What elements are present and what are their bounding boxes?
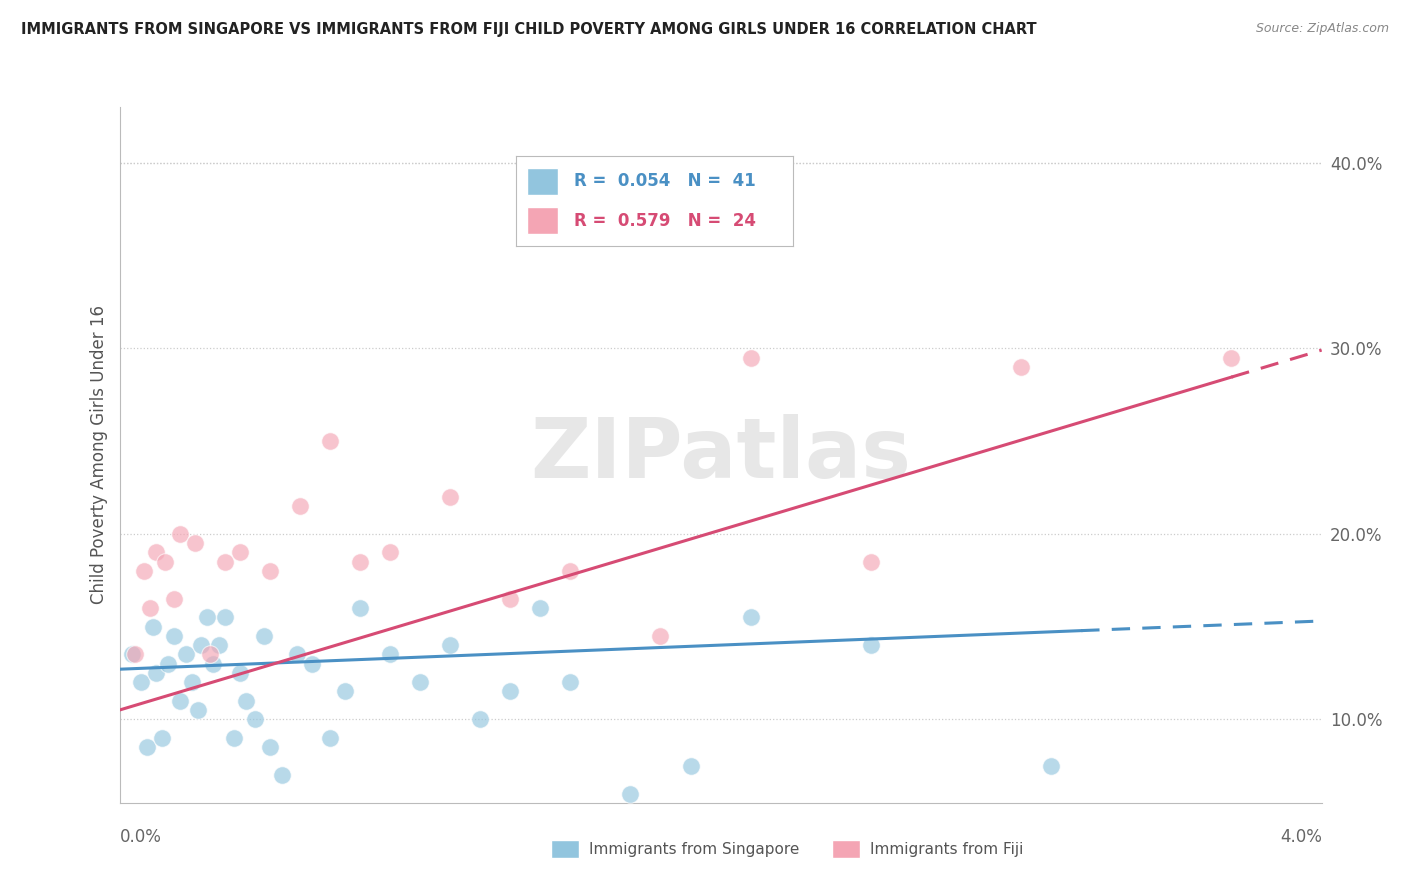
Point <box>243 712 266 726</box>
Text: 4.0%: 4.0% <box>1279 828 1322 846</box>
Point <box>208 638 231 652</box>
Point <box>259 564 281 578</box>
Point <box>499 684 522 698</box>
Point <box>214 610 236 624</box>
Point <box>439 490 461 504</box>
Text: Source: ZipAtlas.com: Source: ZipAtlas.com <box>1256 22 1389 36</box>
Text: ZIPatlas: ZIPatlas <box>530 415 911 495</box>
Text: R =  0.054   N =  41: R = 0.054 N = 41 <box>574 172 756 190</box>
Point <box>319 434 342 448</box>
Point <box>180 675 202 690</box>
Point <box>156 657 179 671</box>
Point <box>253 629 276 643</box>
Point <box>439 638 461 652</box>
Bar <box>527 207 558 235</box>
Point <box>319 731 342 745</box>
Point <box>132 564 155 578</box>
Point <box>285 648 308 662</box>
Point <box>499 591 522 606</box>
Point <box>859 555 882 569</box>
Point <box>679 758 702 772</box>
Point <box>198 648 221 662</box>
Point <box>1040 758 1063 772</box>
Point <box>183 536 205 550</box>
Point <box>301 657 323 671</box>
Point <box>153 555 176 569</box>
Point <box>259 740 281 755</box>
Point <box>129 675 152 690</box>
Point <box>349 555 371 569</box>
Text: 0.0%: 0.0% <box>120 828 162 846</box>
Point <box>333 684 356 698</box>
Point <box>228 665 252 680</box>
Text: Immigrants from Fiji: Immigrants from Fiji <box>870 842 1024 856</box>
Point <box>349 601 371 615</box>
Point <box>740 610 762 624</box>
Point <box>190 638 212 652</box>
Point <box>174 648 197 662</box>
Point <box>468 712 492 726</box>
Point <box>378 648 401 662</box>
Point <box>560 675 582 690</box>
Point <box>169 526 191 541</box>
Point <box>228 545 252 559</box>
Point <box>222 731 245 745</box>
Point <box>169 694 191 708</box>
Point <box>121 648 143 662</box>
Point <box>288 499 311 513</box>
Point <box>145 545 167 559</box>
Point <box>214 555 236 569</box>
Point <box>195 610 218 624</box>
Text: IMMIGRANTS FROM SINGAPORE VS IMMIGRANTS FROM FIJI CHILD POVERTY AMONG GIRLS UNDE: IMMIGRANTS FROM SINGAPORE VS IMMIGRANTS … <box>21 22 1036 37</box>
Text: R =  0.579   N =  24: R = 0.579 N = 24 <box>574 212 756 230</box>
Y-axis label: Child Poverty Among Girls Under 16: Child Poverty Among Girls Under 16 <box>90 305 108 605</box>
Point <box>124 648 146 662</box>
Point <box>619 787 641 801</box>
Point <box>201 657 224 671</box>
Text: Immigrants from Singapore: Immigrants from Singapore <box>589 842 800 856</box>
Point <box>270 768 292 782</box>
Point <box>740 351 762 365</box>
Bar <box>527 168 558 194</box>
Point <box>138 601 160 615</box>
Point <box>145 665 167 680</box>
Point <box>142 619 165 633</box>
Point <box>529 601 551 615</box>
Point <box>235 694 257 708</box>
Point <box>378 545 401 559</box>
Point <box>1010 359 1032 374</box>
Point <box>162 629 184 643</box>
Point <box>1220 351 1243 365</box>
Point <box>135 740 157 755</box>
Point <box>859 638 882 652</box>
Point <box>409 675 432 690</box>
Point <box>560 564 582 578</box>
Point <box>162 591 184 606</box>
Point <box>150 731 173 745</box>
Point <box>187 703 209 717</box>
Point <box>650 629 672 643</box>
